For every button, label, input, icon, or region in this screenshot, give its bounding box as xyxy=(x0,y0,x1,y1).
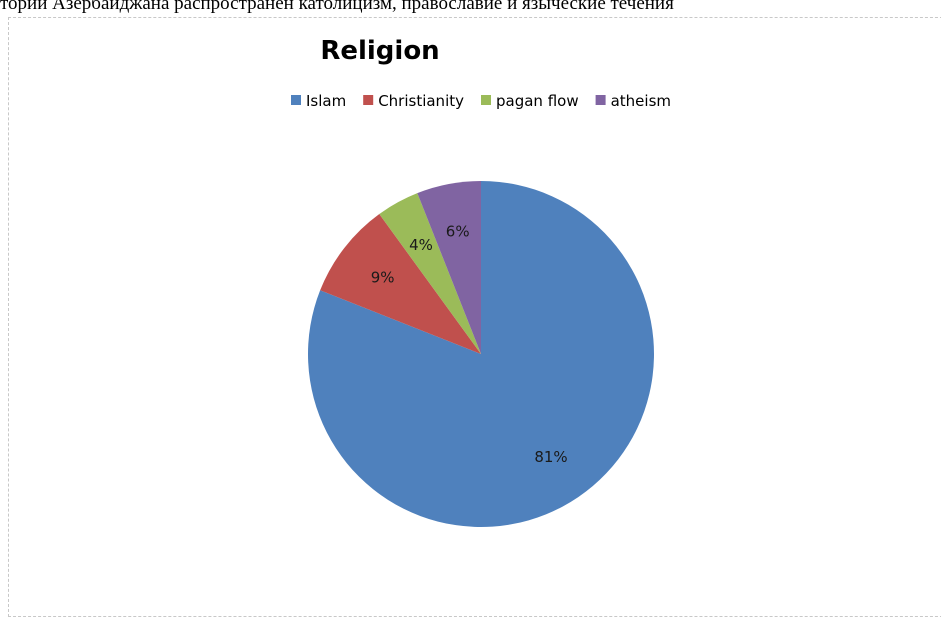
pie-slice-christianity xyxy=(320,214,481,354)
data-label-islam: 81% xyxy=(534,448,567,466)
pie-slice-islam xyxy=(307,181,654,527)
pie-slice-pagan-flow xyxy=(379,193,481,354)
legend-item-islam: Islam xyxy=(291,92,346,110)
legend-swatch-islam xyxy=(291,95,301,105)
chart-title: Religion xyxy=(320,36,440,66)
data-label-atheism: 6% xyxy=(446,223,470,241)
legend-item-christianity: Christianity xyxy=(363,92,464,110)
legend-swatch-atheism xyxy=(595,95,606,105)
pie-chart: Islam Christianity pagan flow atheism 81% 9%… xyxy=(291,92,671,527)
page-top-text: тории Азербайджана распространен католиц… xyxy=(0,0,674,14)
legend-label-christianity: Christianity xyxy=(378,92,464,110)
legend-item-pagan-flow: pagan flow xyxy=(481,92,579,110)
chart-legend: Islam Christianity pagan flow atheism xyxy=(291,92,671,110)
legend-swatch-pagan-flow xyxy=(481,95,491,105)
legend-label-atheism: atheism xyxy=(611,92,671,110)
legend-label-islam: Islam xyxy=(306,92,346,110)
data-label-pagan-flow: 4% xyxy=(409,236,433,254)
pie-slice-atheism xyxy=(417,181,481,354)
pie-slices xyxy=(307,181,654,527)
pie-data-labels: 81% 9% 4% 6% xyxy=(371,223,568,466)
legend-label-pagan-flow: pagan flow xyxy=(496,92,579,110)
legend-swatch-christianity xyxy=(363,95,374,105)
data-label-christianity: 9% xyxy=(371,269,395,287)
legend-item-atheism: atheism xyxy=(595,92,671,110)
